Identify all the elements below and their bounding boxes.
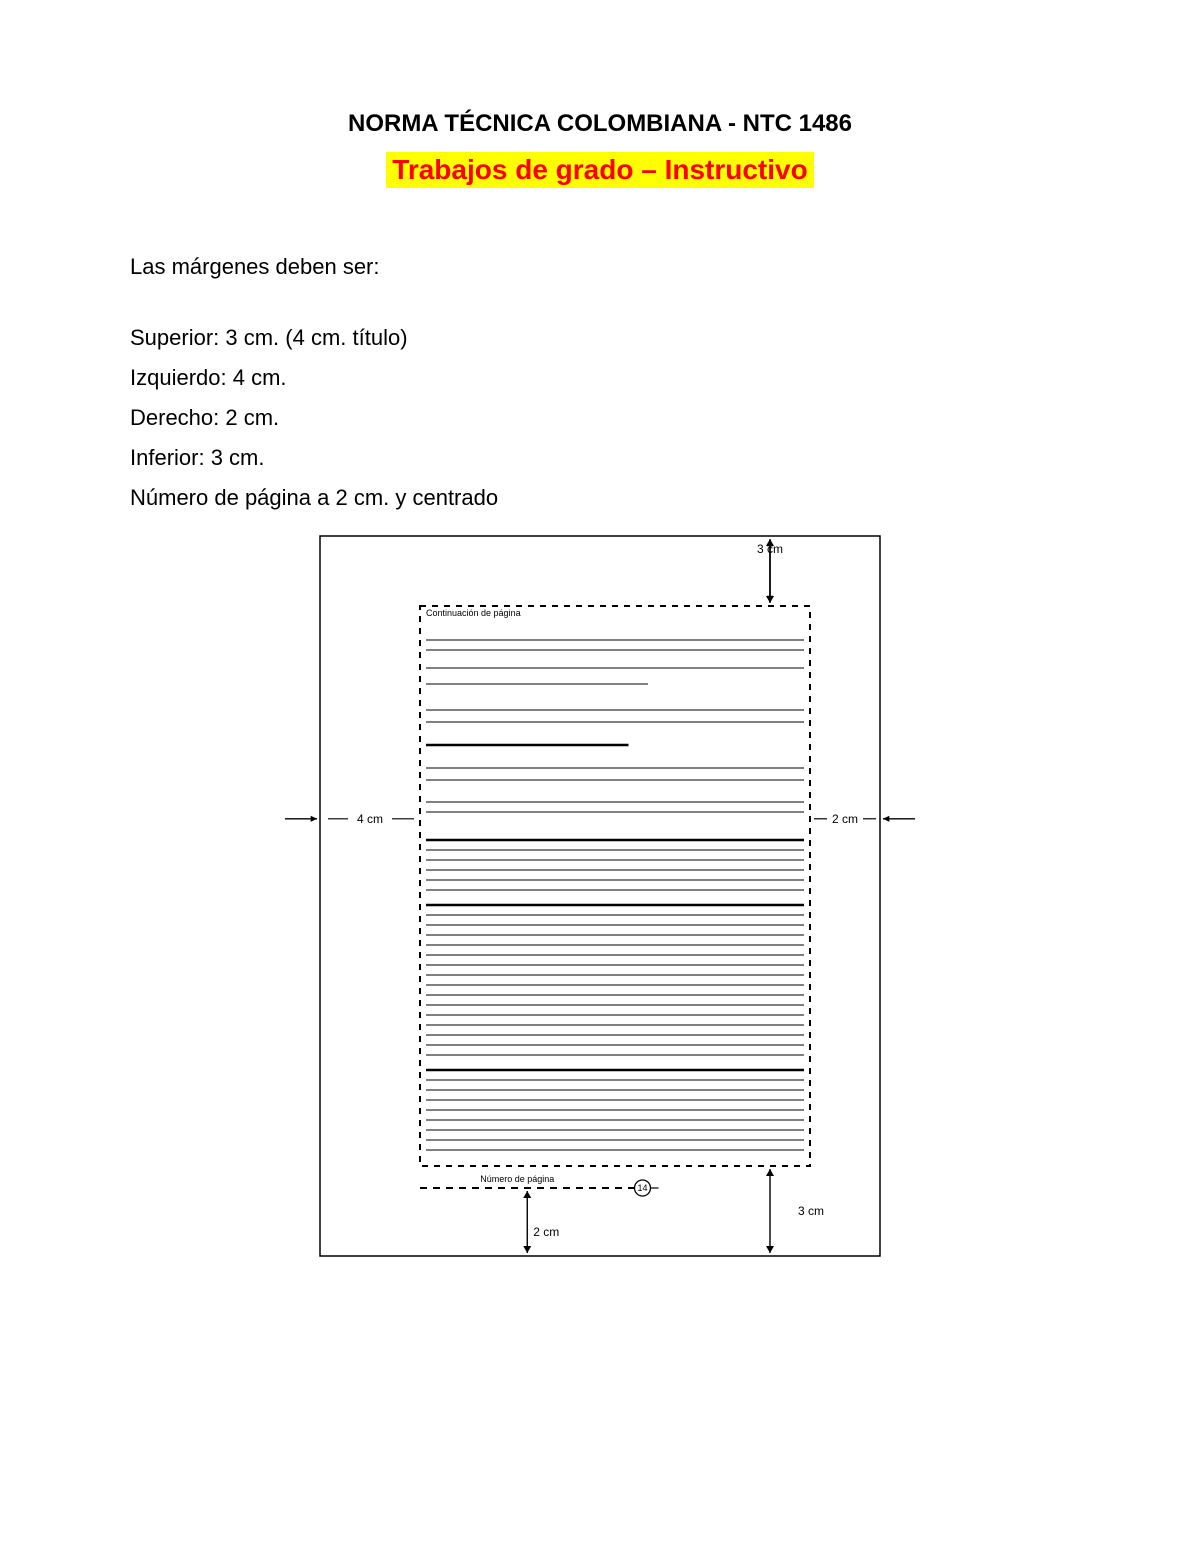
svg-text:14: 14	[637, 1183, 647, 1193]
margin-left-text: Izquierdo: 4 cm.	[130, 365, 1070, 391]
svg-text:Número de página: Número de página	[480, 1174, 554, 1184]
sub-title: Trabajos de grado – Instructivo	[386, 152, 813, 188]
margin-bottom-text: Inferior: 3 cm.	[130, 445, 1070, 471]
margin-top-text: Superior: 3 cm. (4 cm. título)	[130, 325, 1070, 351]
intro-text: Las márgenes deben ser:	[130, 248, 1070, 285]
margin-diagram: Continuación de página 3 cm 4 cm 2 cm 3 cm Nú…	[265, 531, 935, 1284]
margin-list: Superior: 3 cm. (4 cm. título) Izquierdo…	[130, 325, 1070, 511]
svg-text:3 cm: 3 cm	[757, 542, 783, 556]
main-title: NORMA TÉCNICA COLOMBIANA - NTC 1486	[130, 110, 1070, 138]
margin-pagenum-text: Número de página a 2 cm. y centrado	[130, 485, 1070, 511]
svg-text:3 cm: 3 cm	[798, 1204, 824, 1218]
svg-text:2 cm: 2 cm	[533, 1225, 559, 1239]
document-page: NORMA TÉCNICA COLOMBIANA - NTC 1486 Trab…	[0, 0, 1200, 1369]
margin-right-text: Derecho: 2 cm.	[130, 405, 1070, 431]
svg-text:2 cm: 2 cm	[832, 812, 858, 826]
svg-text:4 cm: 4 cm	[357, 812, 383, 826]
svg-text:Continuación de página: Continuación de página	[426, 608, 521, 618]
heading-block: NORMA TÉCNICA COLOMBIANA - NTC 1486 Trab…	[130, 110, 1070, 188]
diagram-container: Continuación de página 3 cm 4 cm 2 cm 3 cm Nú…	[130, 531, 1070, 1289]
